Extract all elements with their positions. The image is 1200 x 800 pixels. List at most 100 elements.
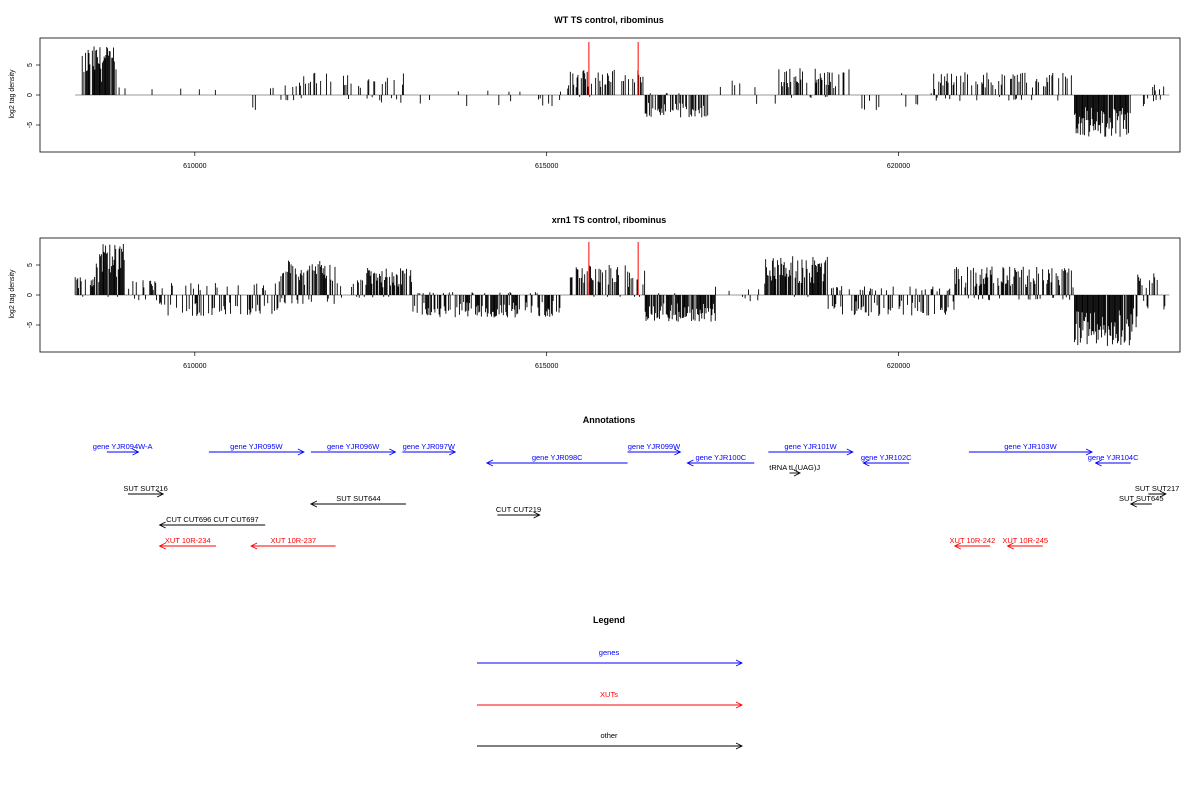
annotation-feature: XUT 10R-242	[950, 536, 996, 550]
y-tick-label: 0	[27, 93, 34, 97]
annotation-feature: gene YJR098C	[485, 453, 628, 467]
annotation-label: XUT 10R-237	[270, 536, 316, 545]
x-tick-label: 620000	[887, 363, 910, 370]
y-tick-label: -5	[27, 122, 34, 128]
legend-entry: other	[477, 731, 744, 750]
track-title-xrn1: xrn1 TS control, ribominus	[552, 215, 667, 225]
annotation-feature: gene YJR099W	[627, 442, 682, 456]
density-bars	[81, 46, 1165, 137]
arrow-head	[862, 459, 870, 467]
annotation-label: gene YJR096W	[327, 442, 380, 451]
arrow-head	[448, 448, 457, 456]
y-tick-label: 5	[27, 63, 34, 67]
annotation-feature: gene YJR103W	[968, 442, 1094, 456]
annotation-label: SUT SUT216	[123, 484, 167, 493]
track-panel-wt: WT TS control, ribominus log2 tag densit…	[9, 15, 1181, 170]
annotation-feature: gene YJR095W	[208, 442, 305, 456]
annotation-label: gene YJR094W-A	[93, 442, 153, 451]
arrow-head	[846, 448, 854, 456]
track-title-wt: WT TS control, ribominus	[554, 15, 664, 25]
arrow-head	[309, 500, 318, 508]
legend-entry: XUTs	[477, 690, 744, 709]
annotation-feature: CUT CUT219	[496, 505, 541, 519]
arrow-head	[297, 448, 305, 456]
arrow-head	[1159, 490, 1167, 498]
arrow-head	[735, 742, 744, 750]
track-ylabel-xrn1: log2 tag density	[9, 269, 16, 319]
annotation-label: gene YJR101W	[784, 442, 837, 451]
x-tick-label: 615000	[535, 163, 558, 170]
annotation-label: gene YJR098C	[532, 453, 583, 462]
arrow-head	[389, 448, 397, 456]
arrow-head	[485, 459, 494, 467]
legend-entry: genes	[477, 648, 744, 667]
y-tick-label: 0	[27, 293, 34, 297]
annotation-label: SUT SUT217	[1135, 484, 1179, 493]
x-tick-label: 615000	[535, 363, 558, 370]
annotation-label: gene YJR102C	[861, 453, 912, 462]
x-tick-label: 610000	[183, 363, 206, 370]
annotation-feature: gene YJR101W	[768, 442, 854, 456]
annotation-label: XUT 10R-242	[950, 536, 996, 545]
legend-label: genes	[599, 648, 620, 657]
annotation-label: gene YJR097W	[403, 442, 456, 451]
annotation-label: XUT 10R-234	[165, 536, 211, 545]
annotation-feature: CUT CUT696 CUT CUT697	[158, 515, 266, 529]
annotation-label: CUT CUT696 CUT CUT697	[166, 515, 259, 524]
annotation-feature: SUT SUT644	[309, 494, 406, 508]
annotation-label: XUT 10R-245	[1002, 536, 1048, 545]
annotation-feature: XUT 10R-234	[158, 536, 216, 550]
annotation-feature: SUT SUT217	[1135, 484, 1179, 498]
arrow-head	[1085, 448, 1094, 456]
arrow-head	[158, 542, 166, 550]
arrow-head	[156, 490, 165, 498]
arrow-head	[1129, 500, 1137, 508]
annotation-feature: gene YJR096W	[310, 442, 397, 456]
arrow-head	[793, 469, 802, 477]
arrow-head	[1094, 459, 1102, 467]
legend-label: other	[600, 731, 618, 740]
arrow-head	[158, 521, 166, 529]
arrow-head	[953, 542, 962, 550]
x-tick-label: 620000	[887, 163, 910, 170]
annotation-feature: XUT 10R-245	[1002, 536, 1048, 550]
annotation-label: gene YJR104C	[1088, 453, 1139, 462]
annotation-label: gene YJR100C	[695, 453, 746, 462]
annotation-feature: XUT 10R-237	[250, 536, 336, 550]
legend-panel: Legend genes XUTs other	[477, 615, 744, 750]
arrow-head	[674, 448, 682, 456]
arrow-head	[1006, 542, 1014, 550]
annotation-feature: gene YJR094W-A	[93, 442, 153, 456]
arrow-head	[132, 448, 140, 456]
annotation-label: gene YJR095W	[230, 442, 283, 451]
arrow-head	[735, 701, 744, 709]
annotation-label: gene YJR099W	[628, 442, 681, 451]
y-tick-label: -5	[27, 322, 34, 328]
y-tick-label: 5	[27, 263, 34, 267]
x-tick-label: 610000	[183, 163, 206, 170]
annotation-feature: gene YJR104C	[1088, 453, 1139, 467]
annotation-feature: tRNA tL(UAG)J	[769, 463, 820, 477]
annotation-label: SUT SUT645	[1119, 494, 1163, 503]
arrow-head	[735, 659, 744, 667]
arrow-head	[533, 511, 541, 519]
annotation-feature: gene YJR102C	[861, 453, 912, 467]
annotation-feature: SUT SUT216	[123, 484, 168, 498]
track-panel-xrn1: xrn1 TS control, ribominus log2 tag dens…	[9, 215, 1181, 370]
annotation-feature: gene YJR100C	[686, 453, 755, 467]
annotation-label: gene YJR103W	[1004, 442, 1057, 451]
density-bars	[74, 244, 1166, 346]
track-ylabel-wt: log2 tag density	[9, 69, 16, 119]
annotation-feature: SUT SUT645	[1119, 494, 1164, 508]
annotation-label: tRNA tL(UAG)J	[769, 463, 820, 472]
annotation-label: CUT CUT219	[496, 505, 541, 514]
annotations-title: Annotations	[583, 415, 636, 425]
annotation-panel: Annotations gene YJR094W-A gene YJR095W ge…	[93, 415, 1179, 550]
legend-label: XUTs	[600, 690, 618, 699]
legend-title: Legend	[593, 615, 625, 625]
annotation-label: SUT SUT644	[336, 494, 380, 503]
arrow-head	[250, 542, 258, 550]
annotation-feature: gene YJR097W	[402, 442, 457, 456]
arrow-head	[686, 459, 694, 467]
